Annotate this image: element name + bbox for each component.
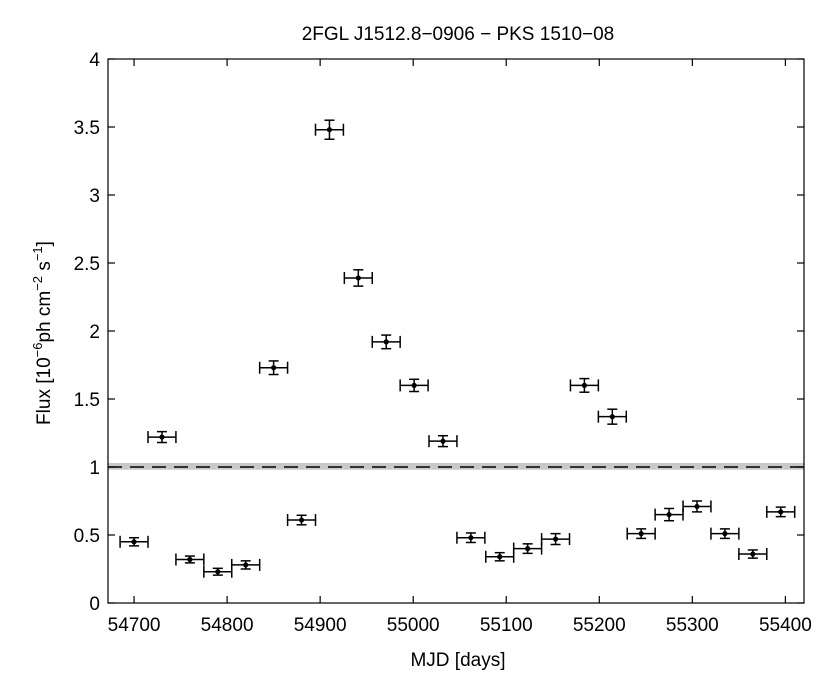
- y-tick-label: 0.5: [74, 526, 100, 547]
- data-marker: [694, 503, 700, 510]
- data-point: [371, 334, 401, 350]
- data-marker: [525, 546, 531, 552]
- data-marker: [131, 539, 137, 545]
- data-marker: [778, 509, 784, 515]
- y-tick-label: 2: [89, 322, 100, 343]
- x-tick-label: 55100: [480, 615, 533, 636]
- data-marker: [271, 365, 277, 371]
- y-tick-label: 1.5: [74, 390, 100, 411]
- data-point: [258, 360, 289, 376]
- y-axis-label-end: s: [34, 261, 55, 276]
- data-marker: [326, 127, 333, 133]
- y-axis-label-exp3: −1: [30, 246, 45, 261]
- data-marker: [609, 414, 615, 420]
- y-axis-label: Flux [10−6ph cm−2 s−1]: [30, 241, 55, 425]
- data-point: [175, 553, 205, 566]
- data-marker: [552, 536, 559, 542]
- data-point: [626, 527, 656, 540]
- data-point: [512, 542, 543, 555]
- data-point: [766, 505, 796, 518]
- data-point: [597, 408, 628, 425]
- x-axis-ticks: 54700 54800 54900 55000 55100 55200 55300 55400: [108, 59, 812, 636]
- data-marker: [355, 275, 361, 281]
- data-point: [399, 378, 429, 393]
- x-tick-label: 54800: [201, 615, 254, 636]
- data-marker: [243, 562, 249, 568]
- x-tick-label: 54900: [294, 615, 347, 636]
- y-tick-label: 4: [89, 50, 100, 71]
- y-axis-label-exp2: −2: [30, 276, 45, 291]
- y-tick-label: 3.5: [74, 118, 100, 139]
- x-tick-label: 55300: [666, 615, 719, 636]
- data-marker: [750, 551, 756, 557]
- data-point: [147, 430, 177, 444]
- reference-band: [108, 462, 804, 470]
- y-axis-label-close: ]: [34, 241, 55, 246]
- data-point: [231, 558, 261, 571]
- data-point: [540, 532, 571, 546]
- y-tick-label: 2.5: [74, 254, 100, 275]
- y-axis-label-exp1: −6: [30, 343, 45, 358]
- data-points: [119, 119, 796, 578]
- data-marker: [468, 535, 474, 541]
- data-point: [119, 535, 149, 548]
- data-marker: [497, 554, 503, 560]
- x-tick-label: 54700: [108, 615, 161, 636]
- data-marker: [638, 531, 644, 537]
- data-marker: [722, 531, 728, 537]
- data-point: [286, 514, 317, 527]
- data-point: [428, 434, 458, 448]
- data-point: [654, 507, 684, 522]
- data-marker: [187, 556, 193, 563]
- plot-frame: [107, 58, 805, 604]
- data-marker: [383, 339, 389, 345]
- data-point: [738, 548, 768, 561]
- data-marker: [298, 517, 305, 523]
- x-axis-label: MJD [days]: [410, 650, 505, 671]
- y-tick-label: 0: [89, 594, 100, 615]
- data-marker: [440, 438, 446, 444]
- data-marker: [666, 511, 672, 518]
- data-marker: [159, 434, 165, 440]
- plot-area: 54700 54800 54900 55000 55100 55200 55300 55400…: [74, 50, 812, 636]
- x-tick-label: 55000: [387, 615, 440, 636]
- data-marker: [581, 382, 588, 388]
- data-point: [485, 550, 515, 563]
- data-point: [203, 565, 233, 578]
- data-point: [682, 500, 712, 513]
- data-marker: [411, 382, 417, 388]
- data-point: [314, 119, 345, 140]
- x-tick-label: 55200: [573, 615, 626, 636]
- y-tick-label: 3: [89, 186, 100, 207]
- data-marker: [215, 569, 221, 575]
- x-tick-label: 55400: [759, 615, 812, 636]
- data-point: [456, 531, 486, 544]
- y-axis-label-main: Flux [10: [34, 357, 55, 425]
- y-axis-ticks: 0 0.5 1 1.5 2 2.5 3 3.5 4: [74, 50, 804, 615]
- y-tick-label: 1: [89, 458, 100, 479]
- data-point: [710, 527, 740, 540]
- data-point: [569, 377, 600, 393]
- data-point: [343, 269, 374, 287]
- chart-title: 2FGL J1512.8−0906 − PKS 1510−08: [302, 24, 615, 45]
- y-axis-label-mid: ph cm: [34, 291, 55, 343]
